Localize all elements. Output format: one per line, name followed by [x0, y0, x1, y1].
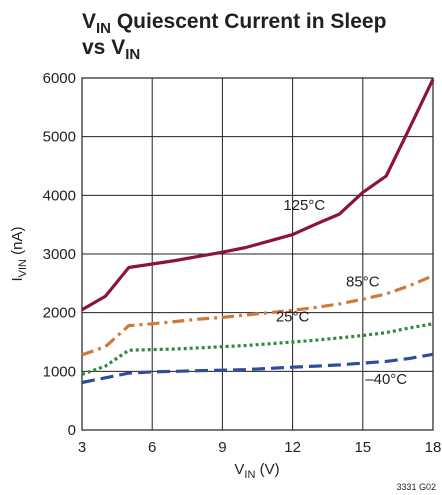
x-tick-labels: 3 6 9 12 15 18: [78, 439, 442, 456]
y-axis-label-main: I: [9, 277, 26, 281]
chart-title-line2: vs VIN: [82, 36, 140, 63]
series-line-0: [81, 78, 435, 312]
title-line1-sub: IN: [96, 20, 111, 37]
y-tick-label: 5000: [43, 129, 76, 146]
series-labels: 125°C 85°C 25°C –40°C: [276, 197, 407, 388]
x-tick-label: 6: [148, 439, 156, 456]
title-line2-sub: IN: [125, 46, 140, 63]
x-tick-label: 12: [284, 439, 301, 456]
y-tick-label: 4000: [43, 187, 76, 204]
x-tick-label: 3: [78, 439, 86, 456]
y-tick-label: 2000: [43, 305, 76, 322]
y-tick-labels: 0 1000 2000 3000 4000 5000 6000: [43, 70, 76, 439]
title-line2-main: vs V: [82, 36, 125, 59]
series-label-0: 125°C: [283, 197, 325, 214]
x-tick-label: 15: [354, 439, 371, 456]
plot-frame: [81, 77, 434, 431]
series-line-2: [81, 322, 434, 376]
title-line1-main: V: [82, 10, 96, 33]
y-tick-label: 1000: [43, 363, 76, 380]
series-layer: [81, 78, 435, 385]
y-tick-label: 6000: [43, 70, 76, 87]
series-line-1: [81, 274, 434, 357]
figure-code: 3331 G02: [396, 482, 436, 492]
series-label-1: 85°C: [346, 273, 380, 290]
x-axis-label-rest: (V): [255, 461, 279, 478]
y-tick-label: 0: [68, 422, 76, 439]
series-line-3: [81, 352, 434, 385]
x-axis-label: VIN (V): [234, 461, 279, 481]
x-tick-label: 18: [425, 439, 442, 456]
title-line1-rest: Quiescent Current in Sleep: [111, 10, 386, 33]
y-axis-label: IVIN (nA): [9, 226, 29, 281]
x-axis-label-main: V: [234, 461, 244, 478]
y-tick-label: 3000: [43, 246, 76, 263]
series-label-3: –40°C: [365, 371, 407, 388]
y-axis-label-rest: (nA): [9, 226, 26, 259]
series-label-2: 25°C: [276, 308, 310, 325]
y-axis-label-sub: VIN: [17, 259, 29, 277]
chart-title-line1: VIN Quiescent Current in Sleep: [82, 10, 386, 37]
x-tick-label: 9: [218, 439, 226, 456]
x-axis-label-sub: IN: [244, 469, 255, 481]
